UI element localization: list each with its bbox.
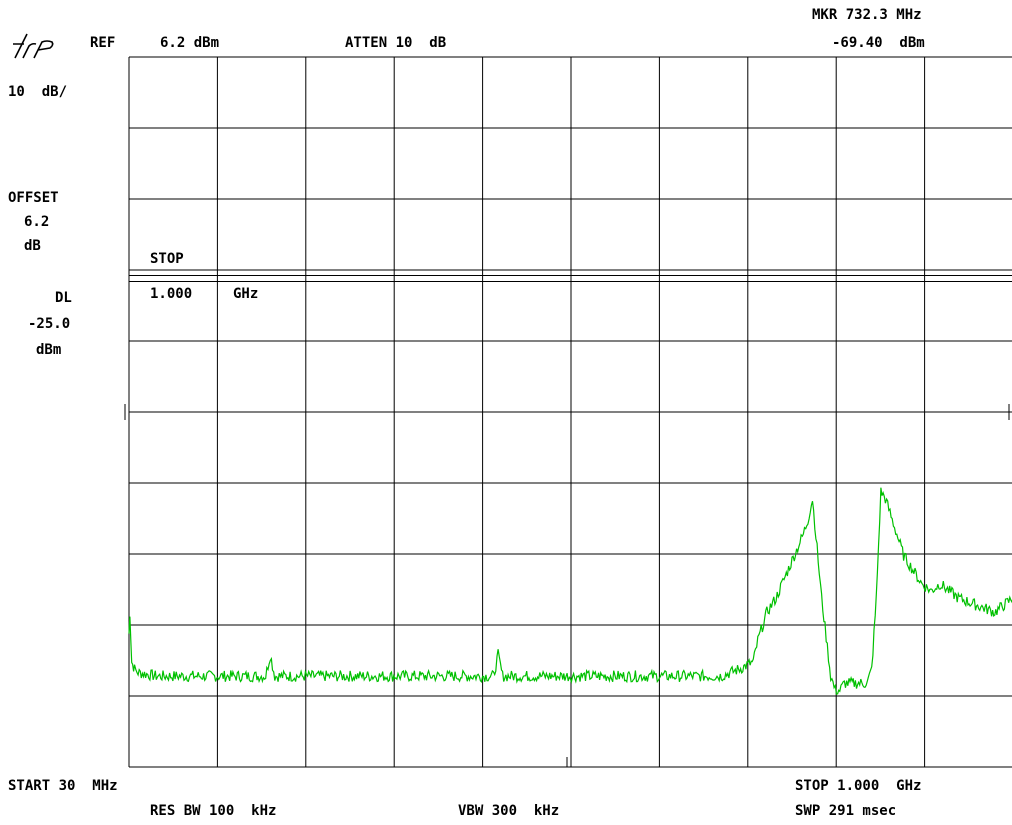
resolution-bandwidth: RES BW 100 kHz [150,803,277,819]
marker-frequency: MKR 732.3 MHz [812,7,922,23]
hp-logo-icon [13,33,54,59]
scale-per-division: 10 dB/ [8,84,68,100]
graticule [124,56,1012,768]
stop-frequency: STOP 1.000 GHz [795,778,922,794]
offset-unit: dB [24,238,41,254]
display-line-value: -25.0 [28,316,71,332]
display-line-label: DL [55,290,72,306]
start-frequency: START 30 MHz [8,778,118,794]
sweep-time: SWP 291 msec [795,803,897,819]
stop-annotation-unit: GHz [233,286,259,302]
stop-annotation-label: STOP [150,251,184,267]
offset-label: OFFSET [8,190,59,206]
ref-label: REF [90,35,116,51]
ref-level: 6.2 dBm [160,35,220,51]
offset-value: 6.2 [24,214,50,230]
stop-annotation-value: 1.000 [150,286,193,302]
display-line-unit: dBm [36,342,62,358]
marker-level: -69.40 dBm [832,35,925,51]
attenuation: ATTEN 10 dB [345,35,447,51]
spectrum-trace [128,487,1012,695]
video-bandwidth: VBW 300 kHz [458,803,560,819]
